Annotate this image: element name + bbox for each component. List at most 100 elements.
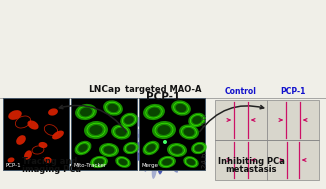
Ellipse shape bbox=[157, 125, 170, 135]
Ellipse shape bbox=[140, 125, 151, 135]
Ellipse shape bbox=[185, 122, 203, 142]
Ellipse shape bbox=[176, 159, 187, 170]
Ellipse shape bbox=[153, 120, 160, 136]
Ellipse shape bbox=[157, 139, 169, 149]
Ellipse shape bbox=[133, 152, 145, 161]
Ellipse shape bbox=[103, 100, 123, 116]
Text: targeted MAO-A: targeted MAO-A bbox=[125, 84, 201, 94]
Ellipse shape bbox=[78, 144, 88, 152]
Ellipse shape bbox=[179, 124, 199, 140]
Text: 0 h: 0 h bbox=[202, 114, 208, 126]
Ellipse shape bbox=[142, 141, 159, 155]
Ellipse shape bbox=[44, 157, 52, 163]
Ellipse shape bbox=[163, 112, 172, 126]
Ellipse shape bbox=[84, 121, 108, 139]
Ellipse shape bbox=[131, 128, 151, 140]
Ellipse shape bbox=[152, 121, 176, 139]
Text: PCP-1: PCP-1 bbox=[5, 163, 21, 168]
FancyArrowPatch shape bbox=[59, 105, 126, 132]
Ellipse shape bbox=[169, 106, 178, 131]
Ellipse shape bbox=[115, 128, 126, 136]
Ellipse shape bbox=[52, 131, 64, 139]
Ellipse shape bbox=[158, 156, 176, 168]
Bar bbox=[267, 100, 319, 140]
Text: Merge: Merge bbox=[141, 163, 158, 168]
Ellipse shape bbox=[146, 144, 156, 152]
Bar bbox=[267, 140, 319, 180]
Ellipse shape bbox=[176, 104, 186, 112]
Text: PCP-1: PCP-1 bbox=[280, 87, 306, 96]
Ellipse shape bbox=[167, 143, 187, 157]
Ellipse shape bbox=[48, 108, 58, 116]
Ellipse shape bbox=[191, 142, 207, 154]
Ellipse shape bbox=[162, 159, 172, 165]
Ellipse shape bbox=[144, 148, 150, 172]
Text: LNCap: LNCap bbox=[88, 85, 120, 94]
Ellipse shape bbox=[27, 120, 38, 130]
Ellipse shape bbox=[90, 156, 108, 168]
Ellipse shape bbox=[89, 125, 103, 135]
Ellipse shape bbox=[177, 153, 189, 165]
Ellipse shape bbox=[7, 157, 14, 163]
Ellipse shape bbox=[182, 118, 191, 129]
Text: Inhibiting PCa: Inhibiting PCa bbox=[218, 156, 285, 166]
Ellipse shape bbox=[115, 156, 131, 168]
Ellipse shape bbox=[190, 144, 206, 152]
Ellipse shape bbox=[148, 108, 160, 116]
Bar bbox=[215, 100, 267, 140]
Ellipse shape bbox=[24, 150, 32, 160]
Ellipse shape bbox=[166, 157, 178, 173]
Ellipse shape bbox=[133, 116, 153, 133]
Ellipse shape bbox=[123, 142, 139, 154]
Text: imaging PCa: imaging PCa bbox=[22, 164, 81, 174]
Ellipse shape bbox=[99, 143, 119, 157]
Ellipse shape bbox=[158, 155, 164, 174]
Text: PCP-1: PCP-1 bbox=[146, 92, 180, 102]
Ellipse shape bbox=[184, 128, 195, 136]
Ellipse shape bbox=[143, 104, 165, 120]
Ellipse shape bbox=[75, 104, 97, 120]
Ellipse shape bbox=[16, 135, 26, 145]
Ellipse shape bbox=[144, 155, 154, 170]
Ellipse shape bbox=[8, 110, 22, 120]
Bar bbox=[71, 98, 137, 170]
Bar bbox=[215, 140, 267, 180]
FancyArrowPatch shape bbox=[200, 105, 264, 132]
Ellipse shape bbox=[172, 118, 184, 132]
Ellipse shape bbox=[180, 145, 194, 155]
Ellipse shape bbox=[195, 145, 203, 151]
Ellipse shape bbox=[171, 100, 191, 116]
Ellipse shape bbox=[192, 116, 202, 124]
Ellipse shape bbox=[124, 116, 134, 124]
Ellipse shape bbox=[131, 142, 148, 150]
Bar bbox=[3, 98, 69, 170]
Ellipse shape bbox=[38, 142, 48, 148]
Ellipse shape bbox=[153, 135, 173, 152]
Ellipse shape bbox=[111, 124, 131, 140]
Ellipse shape bbox=[165, 149, 173, 165]
Ellipse shape bbox=[144, 127, 182, 159]
Ellipse shape bbox=[171, 139, 191, 146]
Ellipse shape bbox=[80, 108, 92, 116]
Ellipse shape bbox=[186, 135, 205, 146]
Ellipse shape bbox=[119, 159, 127, 165]
Text: 24 h: 24 h bbox=[202, 152, 208, 168]
Ellipse shape bbox=[108, 104, 118, 112]
Ellipse shape bbox=[152, 157, 157, 179]
Text: Tracing and: Tracing and bbox=[22, 156, 77, 166]
Ellipse shape bbox=[75, 141, 92, 155]
Text: Control: Control bbox=[225, 87, 257, 96]
Ellipse shape bbox=[161, 116, 171, 131]
Ellipse shape bbox=[150, 132, 178, 156]
Ellipse shape bbox=[120, 113, 138, 127]
Ellipse shape bbox=[151, 110, 159, 128]
Ellipse shape bbox=[104, 146, 114, 154]
Ellipse shape bbox=[141, 135, 153, 144]
Ellipse shape bbox=[127, 145, 135, 151]
Bar bbox=[139, 98, 205, 170]
Ellipse shape bbox=[173, 151, 196, 158]
Text: Mito-Tracker: Mito-Tracker bbox=[73, 163, 106, 168]
Ellipse shape bbox=[171, 146, 183, 154]
Ellipse shape bbox=[126, 141, 146, 149]
Ellipse shape bbox=[94, 159, 104, 165]
